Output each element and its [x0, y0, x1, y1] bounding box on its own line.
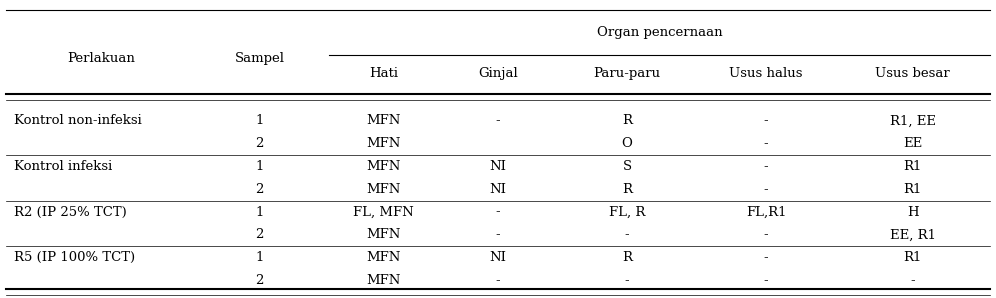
Text: R5 (IP 100% TCT): R5 (IP 100% TCT): [14, 251, 135, 264]
Text: FL, MFN: FL, MFN: [354, 206, 414, 218]
Text: S: S: [622, 160, 631, 173]
Text: Usus besar: Usus besar: [875, 67, 950, 80]
Text: -: -: [910, 274, 915, 287]
Text: MFN: MFN: [367, 274, 401, 287]
Text: 1: 1: [255, 114, 264, 128]
Text: -: -: [496, 274, 500, 287]
Text: -: -: [496, 228, 500, 241]
Text: R1: R1: [903, 251, 922, 264]
Text: 2: 2: [255, 137, 264, 150]
Text: Ginjal: Ginjal: [478, 67, 518, 80]
Text: -: -: [764, 251, 769, 264]
Text: EE: EE: [903, 137, 922, 150]
Text: -: -: [764, 160, 769, 173]
Text: MFN: MFN: [367, 183, 401, 196]
Text: NI: NI: [489, 183, 507, 196]
Text: -: -: [764, 228, 769, 241]
Text: -: -: [496, 206, 500, 218]
Text: -: -: [764, 274, 769, 287]
Text: R: R: [622, 183, 632, 196]
Text: NI: NI: [489, 160, 507, 173]
Text: 1: 1: [255, 251, 264, 264]
Text: Perlakuan: Perlakuan: [67, 52, 134, 66]
Text: R1, EE: R1, EE: [889, 114, 935, 128]
Text: 2: 2: [255, 183, 264, 196]
Text: O: O: [622, 137, 632, 150]
Text: 1: 1: [255, 160, 264, 173]
Text: R1: R1: [903, 183, 922, 196]
Text: -: -: [764, 137, 769, 150]
Text: Sampel: Sampel: [235, 52, 285, 66]
Text: Organ pencernaan: Organ pencernaan: [597, 26, 722, 39]
Text: Hati: Hati: [370, 67, 398, 80]
Text: MFN: MFN: [367, 251, 401, 264]
Text: Paru-paru: Paru-paru: [594, 67, 660, 80]
Text: EE, R1: EE, R1: [889, 228, 935, 241]
Text: 1: 1: [255, 206, 264, 218]
Text: FL,R1: FL,R1: [746, 206, 787, 218]
Text: -: -: [496, 114, 500, 128]
Text: MFN: MFN: [367, 137, 401, 150]
Text: -: -: [764, 183, 769, 196]
Text: H: H: [906, 206, 918, 218]
Text: Kontrol non-infeksi: Kontrol non-infeksi: [14, 114, 142, 128]
Text: R: R: [622, 251, 632, 264]
Text: Usus halus: Usus halus: [729, 67, 803, 80]
Text: FL, R: FL, R: [609, 206, 645, 218]
Text: NI: NI: [489, 251, 507, 264]
Text: R: R: [622, 114, 632, 128]
Text: Kontrol infeksi: Kontrol infeksi: [14, 160, 113, 173]
Text: -: -: [624, 274, 629, 287]
Text: -: -: [764, 114, 769, 128]
Text: MFN: MFN: [367, 160, 401, 173]
Text: -: -: [624, 228, 629, 241]
Text: R1: R1: [903, 160, 922, 173]
Text: R2 (IP 25% TCT): R2 (IP 25% TCT): [14, 206, 127, 218]
Text: MFN: MFN: [367, 114, 401, 128]
Text: MFN: MFN: [367, 228, 401, 241]
Text: 2: 2: [255, 228, 264, 241]
Text: 2: 2: [255, 274, 264, 287]
